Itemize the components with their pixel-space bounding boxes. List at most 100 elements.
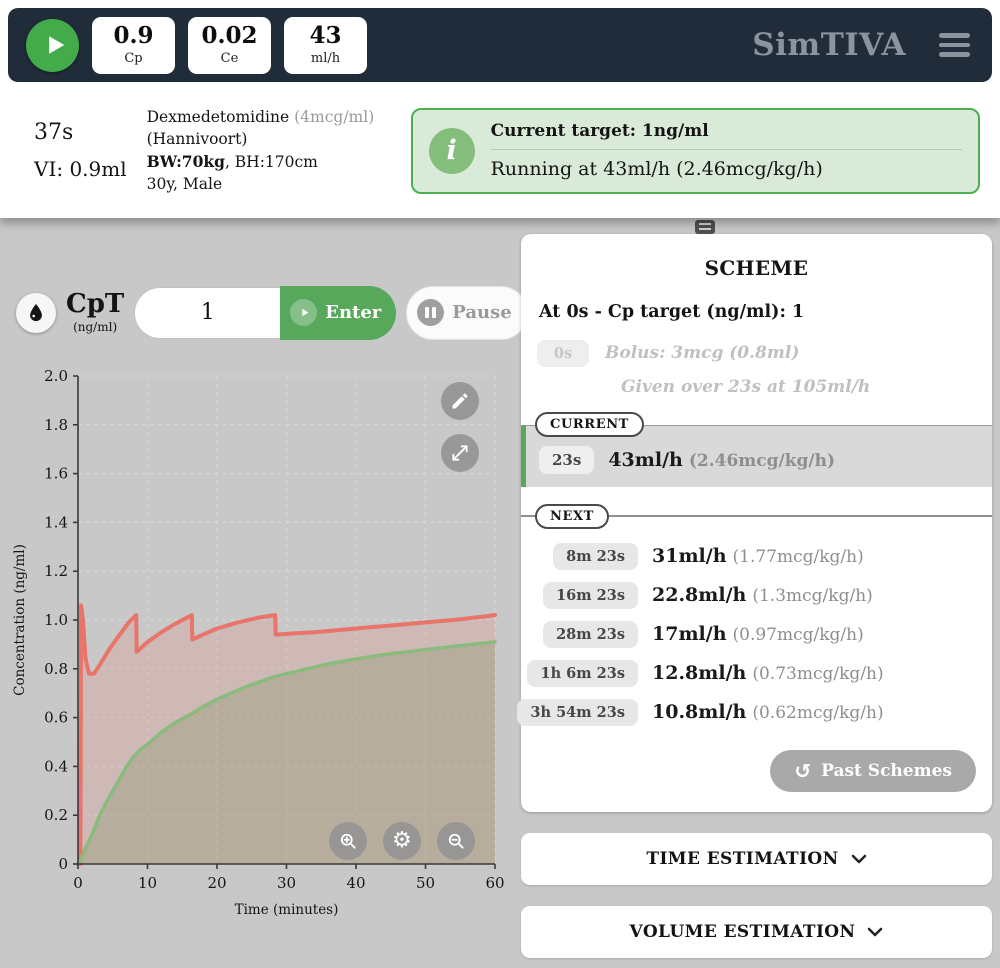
rate-detail: (0.97mcg/kg/h) bbox=[732, 625, 864, 646]
cp-value: 0.9 bbox=[113, 22, 154, 50]
bolus-detail: Given over 23s at 105ml/h bbox=[621, 376, 871, 397]
scheme-card: SCHEME At 0s - Cp target (ng/ml): 1 0s B… bbox=[517, 233, 992, 812]
drag-handle-icon[interactable] bbox=[695, 219, 715, 234]
pause-button[interactable]: Pause bbox=[406, 285, 528, 340]
svg-text:1.0: 1.0 bbox=[44, 611, 68, 629]
drug-info: Dexmedetomidine (4mcg/ml) (Hannivoort) B… bbox=[147, 106, 395, 196]
cpt-label: CpT (ng/ml) bbox=[66, 289, 125, 335]
time-block: 37s VI: 0.9ml bbox=[20, 116, 135, 185]
svg-text:1.8: 1.8 bbox=[44, 416, 68, 434]
time-badge: 3h 54m 23s bbox=[517, 698, 638, 726]
patient-size: BW:70kg, BH:170cm bbox=[146, 151, 318, 171]
play-button[interactable] bbox=[26, 18, 79, 72]
next-pill: NEXT bbox=[535, 503, 609, 529]
zoom-out-button[interactable] bbox=[437, 821, 475, 860]
bolus-time-badge: 0s bbox=[537, 339, 589, 367]
bolus-text: Bolus: 3mcg (0.8ml) bbox=[605, 343, 800, 364]
volume-estimation-panel[interactable]: VOLUME ESTIMATION bbox=[521, 905, 992, 958]
scheme-title: SCHEME bbox=[704, 255, 809, 280]
chart-settings-button[interactable]: ⚙ bbox=[383, 821, 421, 860]
time-estimation-panel[interactable]: TIME ESTIMATION bbox=[521, 832, 992, 885]
svg-text:20: 20 bbox=[207, 874, 226, 892]
scheme-next-row: 1h 6m 23s 12.8ml/h (0.73mcg/kg/h) bbox=[527, 659, 976, 687]
rate-detail: (2.46mcg/kg/h) bbox=[688, 450, 836, 471]
next-section: NEXT 8m 23s 31ml/h (1.77mcg/kg/h) 16m 23s… bbox=[517, 503, 992, 792]
rate-value: 10.8ml/h bbox=[652, 701, 747, 724]
expand-icon bbox=[452, 445, 468, 461]
edit-chart-button[interactable] bbox=[441, 381, 479, 420]
chevron-down-icon bbox=[851, 854, 866, 864]
svg-text:Time (minutes): Time (minutes) bbox=[235, 902, 339, 918]
chart-area: 0 0.2 0.4 0.6 0.8 1.0 1.2 1.4 1.6 1.8 2.0 0 10 20 30 40… bbox=[8, 362, 505, 924]
time-badge: 1h 6m 23s bbox=[527, 659, 638, 687]
rate-detail: (1.3mcg/kg/h) bbox=[752, 586, 873, 607]
cpt-input[interactable] bbox=[134, 286, 281, 339]
time-badge: 16m 23s bbox=[543, 581, 638, 609]
time-badge: 28m 23s bbox=[543, 620, 638, 648]
scheme-next-row: 8m 23s 31ml/h (1.77mcg/kg/h) bbox=[534, 542, 976, 570]
svg-text:2.0: 2.0 bbox=[44, 367, 68, 385]
zoom-in-button[interactable] bbox=[329, 821, 367, 860]
gear-icon: ⚙ bbox=[392, 827, 412, 853]
enter-button[interactable]: Enter bbox=[280, 285, 397, 340]
stat-card-ce: 0.02 Ce bbox=[188, 16, 271, 74]
rate-value: 43ml/h bbox=[608, 448, 683, 471]
top-section: 0.9 Cp 0.02 Ce 43 ml/h SimTIVA 37s VI: 0… bbox=[0, 0, 1000, 218]
bolus-section: 0s Bolus: 3mcg (0.8ml) Given over 23s at… bbox=[537, 339, 976, 397]
svg-text:0.6: 0.6 bbox=[44, 708, 68, 726]
past-schemes-button[interactable]: ↺ Past Schemes bbox=[770, 749, 976, 792]
status-bar: 37s VI: 0.9ml Dexmedetomidine (4mcg/ml) … bbox=[8, 96, 992, 206]
left-column: CpT (ng/ml) Enter Pause 0 0.2 0.4 0.6 0.8 1.0… bbox=[8, 234, 528, 958]
info-icon: i bbox=[428, 127, 475, 174]
rate-value: 17ml/h bbox=[652, 623, 727, 646]
current-pill: CURRENT bbox=[535, 411, 644, 437]
ce-label: Ce bbox=[220, 50, 239, 66]
svg-text:60: 60 bbox=[485, 874, 504, 892]
elapsed-time: 37s bbox=[34, 120, 74, 146]
rate-value: 43 bbox=[309, 22, 342, 50]
svg-text:1.4: 1.4 bbox=[44, 513, 68, 531]
stat-card-cp: 0.9 Cp bbox=[92, 16, 175, 74]
patient-demographics: 30y, Male bbox=[146, 175, 223, 194]
time-badge: 23s bbox=[539, 445, 595, 474]
zoom-in-icon bbox=[340, 833, 356, 849]
target-running: Running at 43ml/h (2.46mcg/kg/h) bbox=[490, 158, 823, 181]
svg-text:1.2: 1.2 bbox=[44, 562, 68, 580]
svg-text:Concentration (ng/ml): Concentration (ng/ml) bbox=[12, 544, 28, 696]
target-controls: CpT (ng/ml) Enter Pause bbox=[16, 285, 528, 340]
chart-toolbar: ⚙ bbox=[329, 821, 475, 860]
scheme-target-line: At 0s - Cp target (ng/ml): 1 bbox=[539, 301, 805, 322]
drug-model: (Hannivoort) bbox=[146, 130, 248, 149]
svg-text:50: 50 bbox=[416, 874, 435, 892]
current-section: CURRENT 23s 43ml/h (2.46mcg/kg/h) bbox=[521, 411, 992, 487]
target-title: Current target: 1ng/ml bbox=[490, 121, 962, 151]
pause-icon bbox=[417, 299, 445, 327]
scheme-next-row: 3h 54m 23s 10.8ml/h (0.62mcg/kg/h) bbox=[517, 698, 976, 726]
infused-volume: VI: 0.9ml bbox=[34, 157, 127, 182]
rate-detail: (0.73mcg/kg/h) bbox=[752, 664, 884, 685]
concentration-chart: 0 0.2 0.4 0.6 0.8 1.0 1.2 1.4 1.6 1.8 2.0 0 10 20 30 40… bbox=[12, 367, 505, 918]
right-column: SCHEME At 0s - Cp target (ng/ml): 1 0s B… bbox=[517, 219, 992, 958]
svg-text:30: 30 bbox=[277, 874, 296, 892]
svg-text:1.6: 1.6 bbox=[44, 464, 68, 482]
rate-detail: (0.62mcg/kg/h) bbox=[752, 703, 884, 724]
svg-text:0.4: 0.4 bbox=[44, 757, 68, 775]
rate-detail: (1.77mcg/kg/h) bbox=[732, 547, 864, 568]
past-schemes-row: ↺ Past Schemes bbox=[534, 749, 976, 792]
rate-label: ml/h bbox=[310, 50, 341, 66]
svg-text:10: 10 bbox=[138, 874, 157, 892]
svg-text:0.2: 0.2 bbox=[44, 806, 68, 824]
zoom-out-icon bbox=[448, 833, 464, 849]
app-header: 0.9 Cp 0.02 Ce 43 ml/h SimTIVA bbox=[8, 8, 992, 82]
drug-name-line: Dexmedetomidine (4mcg/ml) bbox=[146, 108, 375, 126]
chevron-down-icon bbox=[868, 927, 883, 937]
rate-value: 22.8ml/h bbox=[652, 584, 747, 607]
svg-text:0: 0 bbox=[73, 874, 83, 892]
time-badge: 8m 23s bbox=[553, 542, 638, 570]
svg-text:0: 0 bbox=[58, 855, 68, 873]
scheme-next-row: 28m 23s 17ml/h (0.97mcg/kg/h) bbox=[534, 620, 976, 648]
history-icon: ↺ bbox=[794, 758, 812, 783]
expand-chart-button[interactable] bbox=[441, 433, 479, 472]
svg-text:40: 40 bbox=[346, 874, 365, 892]
menu-button[interactable] bbox=[935, 29, 974, 61]
